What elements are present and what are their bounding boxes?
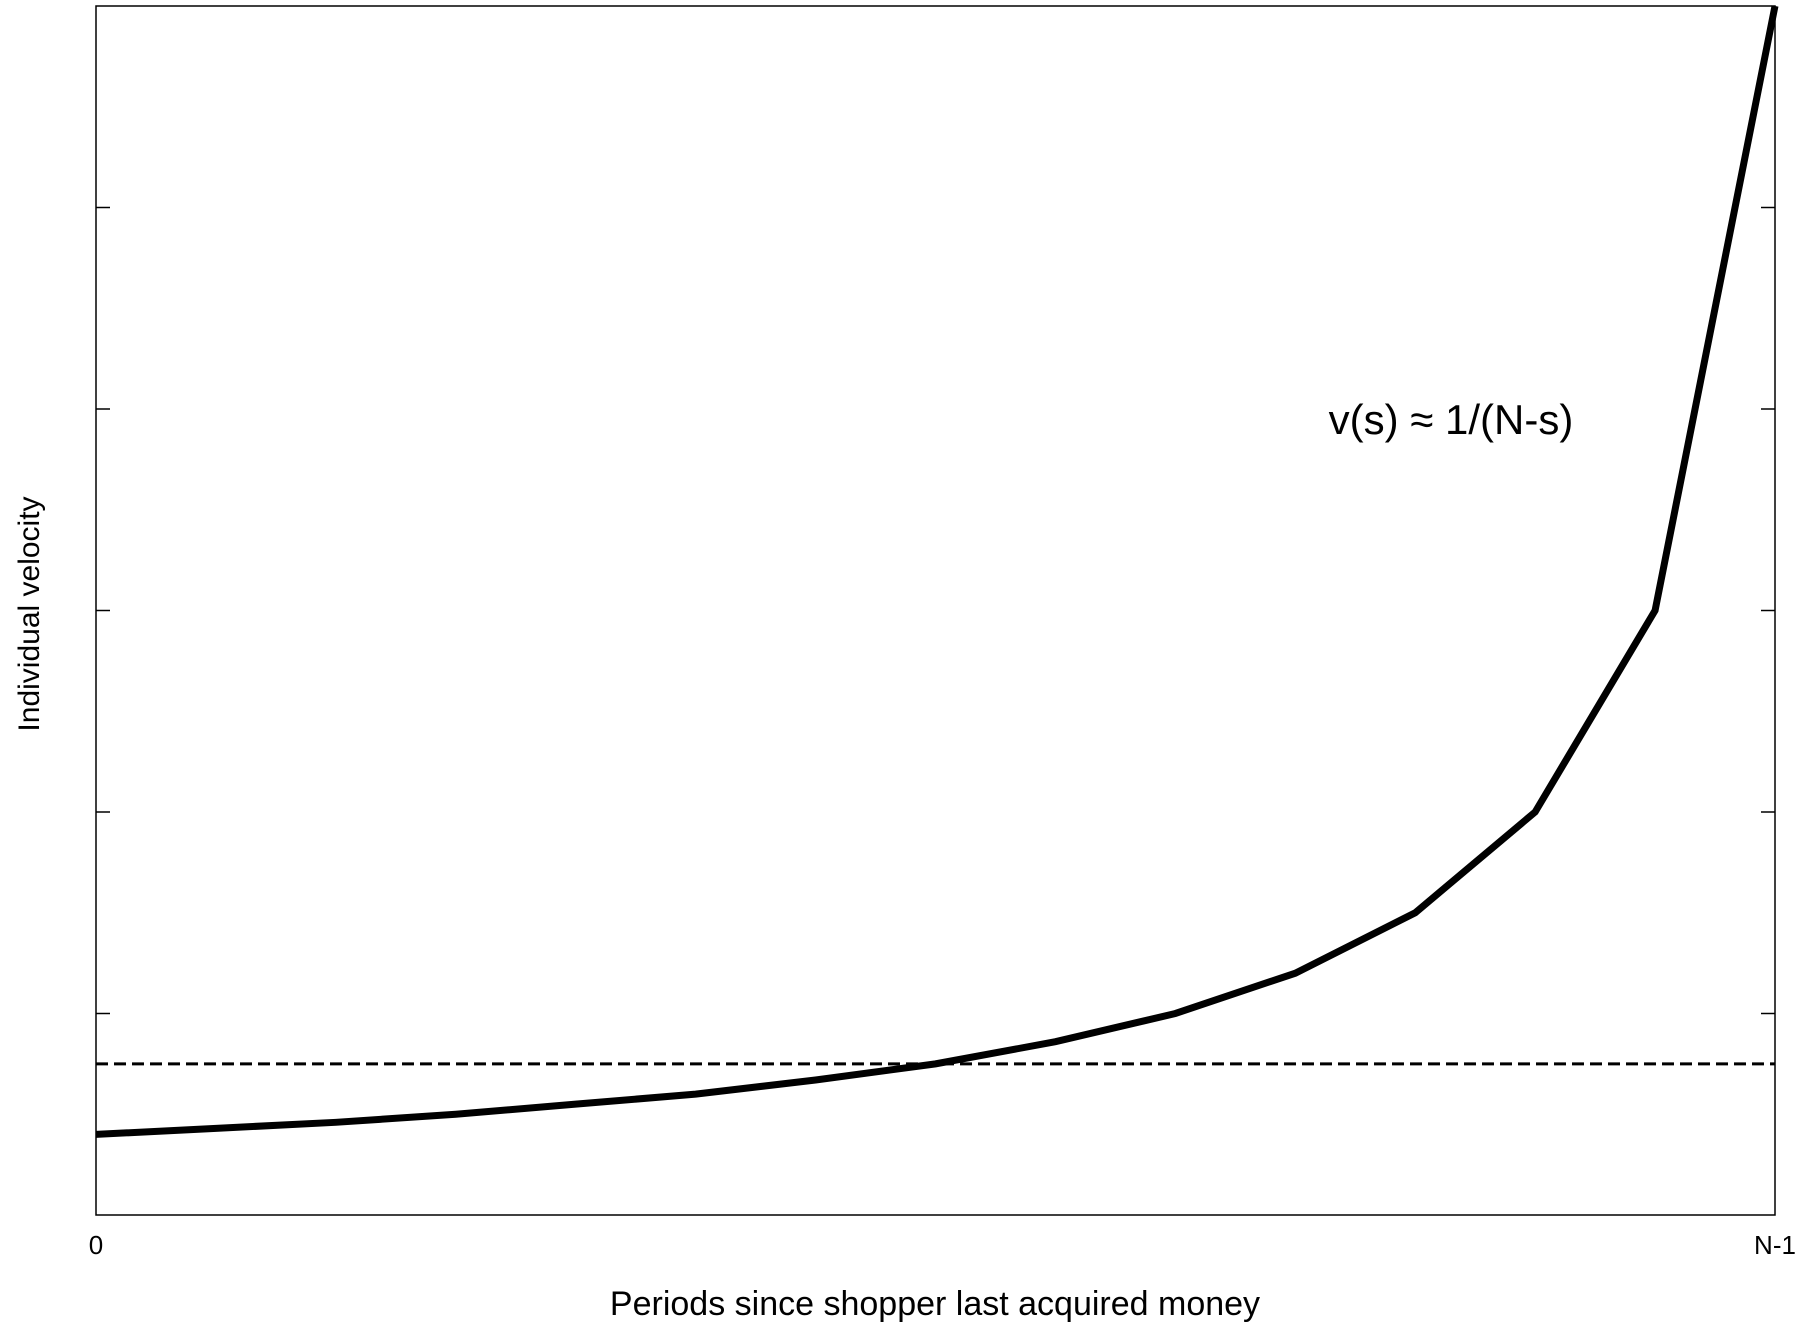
- plot-frame: [95, 5, 1776, 1216]
- x-tick-label: 0: [89, 1230, 103, 1260]
- annotation: v(s) ≈ 1/(N-s): [1329, 396, 1574, 443]
- x-axis-label: Periods since shopper last acquired mone…: [610, 1285, 1260, 1323]
- y-axis-label: Individual velocity: [13, 496, 46, 731]
- x-tick-label: N-1: [1754, 1230, 1796, 1260]
- data-line: [95, 5, 1779, 1138]
